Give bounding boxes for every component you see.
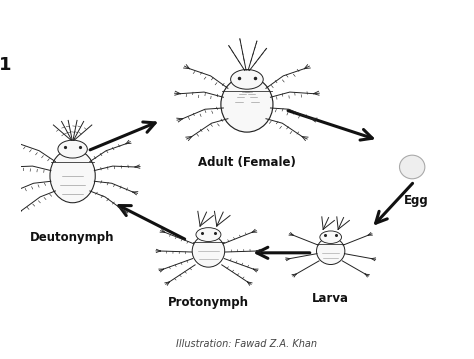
Ellipse shape	[221, 77, 273, 132]
Ellipse shape	[192, 235, 225, 267]
Ellipse shape	[400, 155, 425, 179]
Text: Adult (Female): Adult (Female)	[198, 156, 296, 169]
Text: Illustration: Fawad Z.A. Khan: Illustration: Fawad Z.A. Khan	[176, 339, 318, 349]
Ellipse shape	[320, 231, 341, 243]
Ellipse shape	[50, 149, 95, 203]
Text: 1: 1	[0, 56, 11, 74]
Text: Deutonymph: Deutonymph	[30, 231, 115, 244]
Ellipse shape	[317, 238, 345, 265]
Text: Larva: Larva	[312, 292, 349, 305]
Text: Protonymph: Protonymph	[168, 296, 249, 309]
Ellipse shape	[231, 70, 263, 89]
Ellipse shape	[196, 228, 221, 242]
Text: Egg: Egg	[403, 194, 428, 207]
Ellipse shape	[58, 140, 87, 158]
